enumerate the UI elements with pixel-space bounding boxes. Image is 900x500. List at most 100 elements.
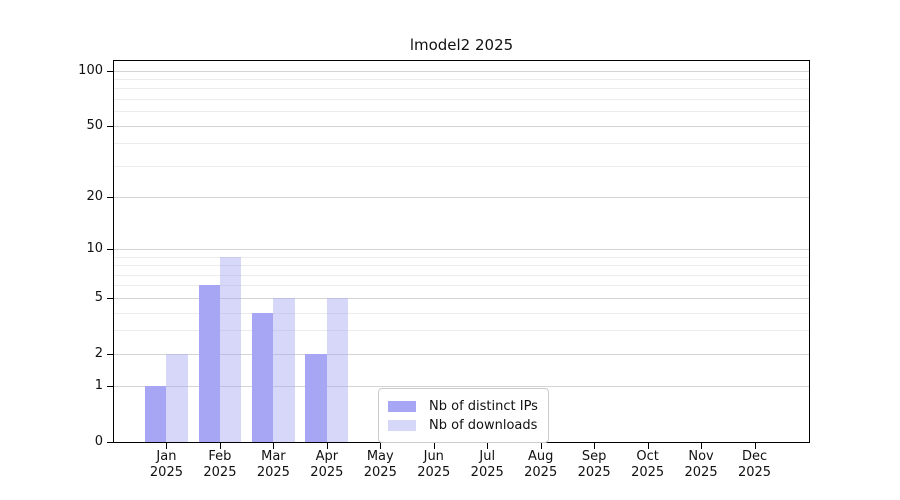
gridline-minor-3: [114, 330, 809, 332]
month-label: May: [366, 449, 394, 464]
gridline-major-20: [114, 197, 809, 199]
legend-swatch-distinct-ips: [388, 400, 416, 412]
y-axis-tick-50: [107, 125, 113, 127]
x-axis-tick-feb: [219, 443, 221, 449]
gridline-minor-80: [114, 88, 809, 90]
year-label: 2025: [417, 465, 451, 480]
y-axis-tick-label-0: 0: [94, 434, 103, 449]
year-label: 2025: [631, 465, 665, 480]
month-label: Jan: [156, 449, 177, 464]
x-axis-tick-mar: [273, 443, 275, 449]
month-label: Mar: [261, 449, 286, 464]
year-label: 2025: [203, 465, 237, 480]
bar-nb-of-distinct-ips-apr: [305, 353, 327, 442]
month-label: Dec: [741, 449, 768, 464]
y-axis-tick-label-20: 20: [86, 189, 103, 205]
gridline-major-2: [114, 353, 809, 355]
bar-nb-of-distinct-ips-jan: [145, 386, 167, 442]
y-axis-tick-2: [107, 353, 113, 355]
x-axis-tick-label-dec: Dec 2025: [723, 449, 787, 481]
legend-row: Nb of distinct IPs: [388, 397, 538, 415]
gridline-minor-7: [114, 274, 809, 276]
gridline-minor-6: [114, 285, 809, 287]
month-label: Nov: [688, 449, 714, 464]
y-axis-tick-label-50: 50: [86, 117, 103, 133]
y-axis-tick-label-1: 1: [94, 378, 103, 394]
year-label: 2025: [256, 465, 290, 480]
gridline-major-50: [114, 125, 809, 127]
legend-label-distinct-ips: Nb of distinct IPs: [429, 398, 538, 414]
legend-swatch-downloads: [388, 419, 416, 431]
gridline-minor-40: [114, 143, 809, 145]
x-axis-tick-label-jul: Jul 2025: [455, 449, 519, 481]
x-axis-tick-label-jan: Jan 2025: [134, 449, 198, 481]
year-label: 2025: [363, 465, 397, 480]
gridline-minor-4: [114, 312, 809, 314]
legend: Nb of distinct IPs Nb of downloads: [378, 388, 549, 443]
y-axis-tick-label-5: 5: [94, 289, 103, 305]
x-axis-tick-label-aug: Aug 2025: [509, 449, 573, 481]
year-label: 2025: [577, 465, 611, 480]
x-axis-tick-dec: [754, 443, 756, 449]
year-label: 2025: [737, 465, 772, 480]
year-label: 2025: [470, 465, 504, 480]
bar-nb-of-downloads-mar: [273, 297, 295, 442]
month-label: Jun: [423, 449, 444, 464]
month-label: Feb: [208, 449, 232, 464]
y-axis-tick-20: [107, 197, 113, 199]
month-label: Sep: [581, 449, 607, 464]
x-axis-tick-jun: [433, 443, 435, 449]
x-axis-tick-label-nov: Nov 2025: [669, 449, 733, 481]
x-axis-tick-label-may: May 2025: [348, 449, 412, 481]
x-axis-tick-label-apr: Apr 2025: [295, 449, 359, 481]
legend-row: Nb of downloads: [388, 416, 538, 434]
bar-nb-of-distinct-ips-mar: [252, 312, 274, 442]
y-axis-tick-label-100: 100: [78, 62, 103, 78]
year-label: 2025: [524, 465, 558, 480]
gridline-minor-70: [114, 99, 809, 101]
bar-nb-of-downloads-jan: [166, 353, 188, 442]
gridline-minor-90: [114, 79, 809, 81]
x-axis-tick-sep: [594, 443, 596, 449]
x-axis-tick-may: [380, 443, 382, 449]
x-axis-tick-jul: [487, 443, 489, 449]
bar-nb-of-downloads-feb: [219, 256, 242, 442]
gridline-major-10: [114, 249, 809, 251]
year-label: 2025: [149, 465, 183, 480]
y-axis-tick-10: [107, 249, 113, 251]
x-axis-tick-label-sep: Sep 2025: [562, 449, 626, 481]
month-label: Aug: [527, 449, 554, 464]
bar-nb-of-downloads-apr: [326, 297, 349, 442]
plot-area: Nb of distinct IPs Nb of downloads: [113, 60, 810, 443]
gridline-major-5: [114, 297, 809, 299]
bar-nb-of-distinct-ips-feb: [198, 285, 220, 442]
gridline-minor-30: [114, 165, 809, 167]
y-axis-tick-label-10: 10: [86, 241, 103, 257]
y-axis-tick-5: [107, 297, 113, 299]
year-label: 2025: [310, 465, 344, 480]
x-axis-tick-label-feb: Feb 2025: [188, 449, 252, 481]
x-axis-tick-apr: [326, 443, 328, 449]
x-axis-tick-label-jun: Jun 2025: [402, 449, 466, 481]
year-label: 2025: [684, 465, 718, 480]
y-axis-tick-1: [107, 386, 113, 388]
x-axis-tick-oct: [647, 443, 649, 449]
x-axis-tick-jan: [166, 443, 168, 449]
legend-label-downloads: Nb of downloads: [429, 417, 538, 433]
y-axis-tick-0: [107, 442, 113, 443]
gridline-minor-9: [114, 256, 809, 258]
chart-title: lmodel2 2025: [409, 36, 514, 54]
gridline-minor-60: [114, 111, 809, 113]
gridline-major-1: [114, 386, 809, 388]
x-axis-tick-label-oct: Oct 2025: [616, 449, 680, 481]
month-label: Apr: [315, 449, 339, 464]
y-axis-tick-label-2: 2: [94, 345, 103, 361]
x-axis-tick-nov: [701, 443, 703, 449]
gridline-minor-8: [114, 265, 809, 267]
y-axis-tick-100: [107, 70, 113, 72]
x-axis-tick-aug: [540, 443, 542, 449]
gridline-major-100: [114, 70, 809, 72]
x-axis-tick-label-mar: Mar 2025: [241, 449, 305, 481]
month-label: Jul: [479, 449, 496, 464]
